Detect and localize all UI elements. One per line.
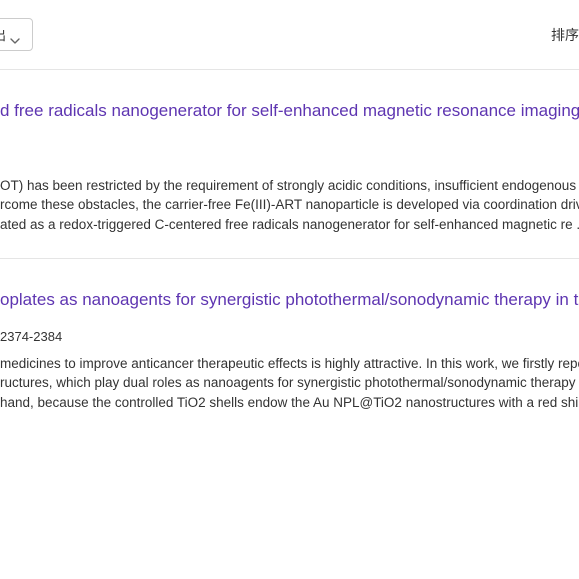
toolbar: 出 排序 (0, 0, 579, 70)
result-metadata: 2374-2384 (0, 329, 579, 344)
export-button[interactable]: 出 (0, 18, 33, 51)
export-label: 出 (0, 25, 6, 44)
sort-label[interactable]: 排序 (551, 25, 579, 45)
search-result: oplates as nanoagents for synergistic ph… (0, 259, 579, 436)
abstract-text: medicines to improve anticancer therapeu… (0, 354, 579, 374)
result-title[interactable]: d free radicals nanogenerator for self-e… (0, 98, 579, 124)
abstract-text: ructures, which play dual roles as nanoa… (0, 373, 579, 393)
search-result: d free radicals nanogenerator for self-e… (0, 70, 579, 259)
abstract-text: hand, because the controlled TiO2 shells… (0, 393, 579, 413)
chevron-down-icon (10, 32, 20, 38)
abstract-text: rcome these obstacles, the carrier-free … (0, 195, 579, 215)
abstract-text: OT) has been restricted by the requireme… (0, 176, 579, 196)
result-abstract: medicines to improve anticancer therapeu… (0, 354, 579, 413)
result-title[interactable]: oplates as nanoagents for synergistic ph… (0, 287, 579, 313)
abstract-text: ated as a redox-triggered C-centered fre… (0, 215, 579, 235)
result-abstract: OT) has been restricted by the requireme… (0, 176, 579, 235)
